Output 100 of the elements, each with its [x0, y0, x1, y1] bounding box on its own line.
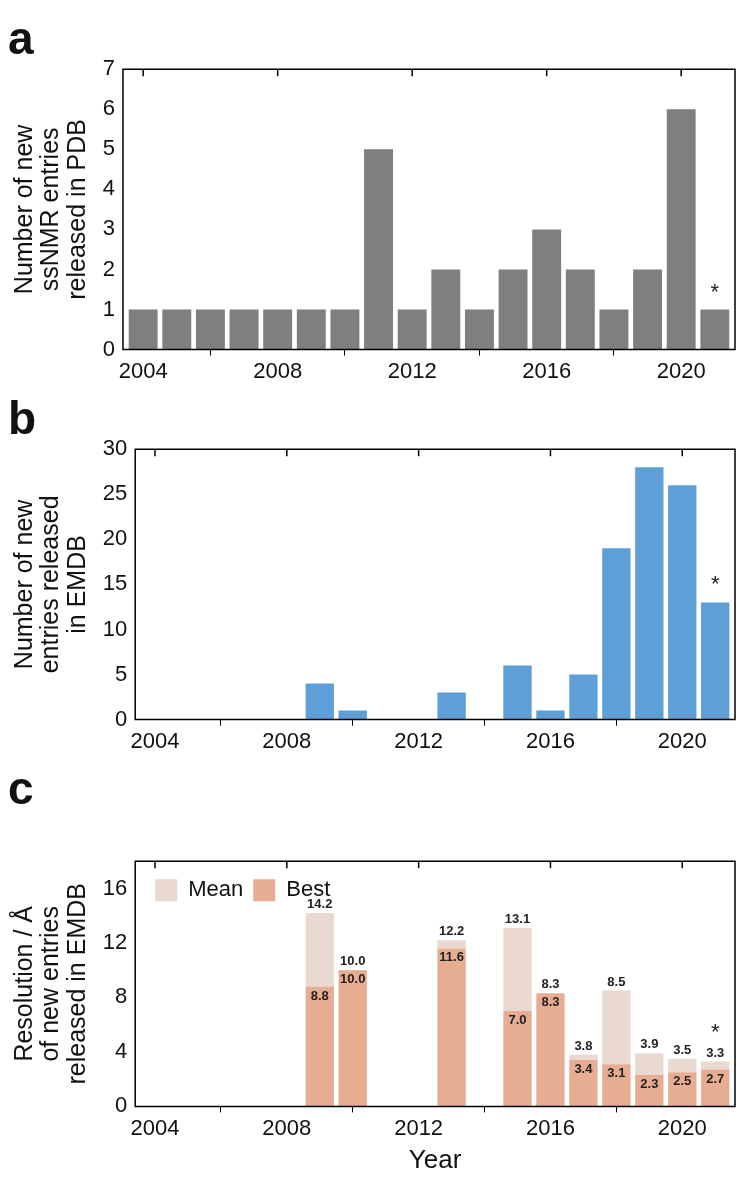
- bar: [700, 309, 730, 350]
- bar: [569, 674, 598, 720]
- bar: [536, 993, 565, 1106]
- chart-title: c: [8, 762, 34, 815]
- bar: [701, 602, 730, 720]
- data-label: 2.3: [640, 1076, 659, 1092]
- total-label: 3.5: [673, 1041, 692, 1057]
- bar: [569, 1060, 598, 1106]
- bar: [565, 269, 595, 350]
- total-label: 13.1: [504, 911, 531, 927]
- annotation: *: [710, 278, 720, 304]
- y-tick-label: 20: [102, 525, 128, 551]
- x-tick-label: 2020: [656, 357, 706, 383]
- y-tick-label: 2: [102, 255, 115, 281]
- bar: [437, 948, 466, 1106]
- x-tick-label: 2012: [394, 727, 444, 753]
- y-tick-label: 8: [114, 983, 128, 1009]
- x-tick-label: 2016: [522, 357, 572, 383]
- chart-title: a: [8, 12, 34, 65]
- bar: [569, 1054, 598, 1061]
- bar: [263, 309, 293, 350]
- data-label: 8.3: [541, 994, 560, 1010]
- bar: [633, 269, 663, 350]
- bar: [305, 986, 334, 1106]
- bar: [503, 927, 532, 1012]
- bar: [668, 485, 697, 720]
- bar: [635, 467, 664, 720]
- annotation: *: [710, 571, 720, 597]
- bar: [668, 1058, 697, 1073]
- bar: [330, 309, 360, 350]
- bar: [364, 149, 394, 350]
- x-tick-label: 2004: [118, 357, 168, 383]
- y-tick-label: 3: [102, 215, 115, 241]
- y-tick-label: 0: [114, 705, 128, 731]
- annotation: *: [710, 1018, 720, 1044]
- y-tick-label: 5: [114, 660, 128, 686]
- x-tick-label: 2008: [262, 727, 312, 753]
- data-label: 7.0: [508, 1012, 527, 1028]
- y-tick-label: 15: [102, 570, 128, 596]
- y-tick-label: 1: [102, 295, 115, 321]
- y-tick-label: 7: [102, 55, 115, 81]
- y-axis-title: Number of new ssNMR entries released in PDB: [9, 119, 90, 300]
- bar: [296, 309, 326, 350]
- y-tick-label: 0: [102, 335, 115, 361]
- bar: [532, 229, 562, 350]
- y-tick-label: 4: [102, 175, 115, 201]
- bar: [437, 940, 466, 949]
- data-label: 2.5: [673, 1073, 692, 1089]
- bar: [229, 309, 259, 350]
- data-label: 2.7: [706, 1070, 725, 1086]
- x-axis-title: Year: [408, 1143, 462, 1174]
- total-label: 3.8: [574, 1037, 593, 1053]
- bar: [599, 309, 629, 350]
- bar: [397, 309, 427, 350]
- y-tick-label: 5: [102, 135, 115, 161]
- y-tick-label: 0: [114, 1092, 128, 1118]
- y-tick-label: 16: [102, 874, 128, 900]
- x-tick-label: 2016: [525, 727, 575, 753]
- data-label: 10.0: [340, 971, 366, 987]
- bar: [602, 990, 631, 1065]
- bar: [128, 309, 158, 350]
- bar: [602, 1064, 631, 1106]
- y-tick-label: 4: [114, 1037, 128, 1063]
- bar: [431, 269, 461, 350]
- x-tick-label: 2012: [387, 357, 437, 383]
- bar: [602, 548, 631, 720]
- total-label: 8.3: [541, 976, 560, 992]
- bar: [536, 710, 565, 720]
- data-label: 3.4: [574, 1061, 594, 1077]
- bar: [701, 1061, 730, 1070]
- total-label: 3.9: [640, 1036, 659, 1052]
- bar: [437, 692, 466, 720]
- data-label: 11.6: [439, 949, 464, 965]
- x-tick-label: 2008: [253, 357, 303, 383]
- bar: [635, 1053, 664, 1076]
- x-tick-label: 2004: [130, 1114, 180, 1140]
- bar: [195, 309, 225, 350]
- data-label: 8.8: [310, 987, 329, 1003]
- x-tick-label: 2004: [130, 727, 180, 753]
- total-label: 12.2: [438, 923, 465, 939]
- y-axis-title: Number of new entries released in EMDB: [9, 495, 90, 674]
- y-axis-title: Resolution / Å of new entries released in EMDB: [8, 883, 90, 1085]
- total-label: 8.5: [607, 973, 626, 989]
- bar: [666, 109, 696, 350]
- x-tick-label: 2012: [394, 1114, 444, 1140]
- y-tick-label: 12: [102, 929, 128, 954]
- bar: [503, 1011, 532, 1106]
- y-tick-label: 10: [102, 615, 128, 641]
- bar: [305, 912, 334, 987]
- legend-label: Mean: [188, 876, 244, 902]
- x-tick-label: 2020: [657, 1114, 707, 1140]
- total-label: 10.0: [340, 953, 366, 969]
- x-tick-label: 2016: [525, 1114, 575, 1140]
- x-tick-label: 2008: [262, 1114, 312, 1140]
- bar: [338, 970, 367, 1106]
- bar: [498, 269, 528, 350]
- y-tick-label: 30: [102, 435, 128, 461]
- total-label: 3.3: [706, 1044, 725, 1060]
- chart-title: b: [8, 392, 37, 445]
- y-tick-label: 25: [102, 480, 128, 506]
